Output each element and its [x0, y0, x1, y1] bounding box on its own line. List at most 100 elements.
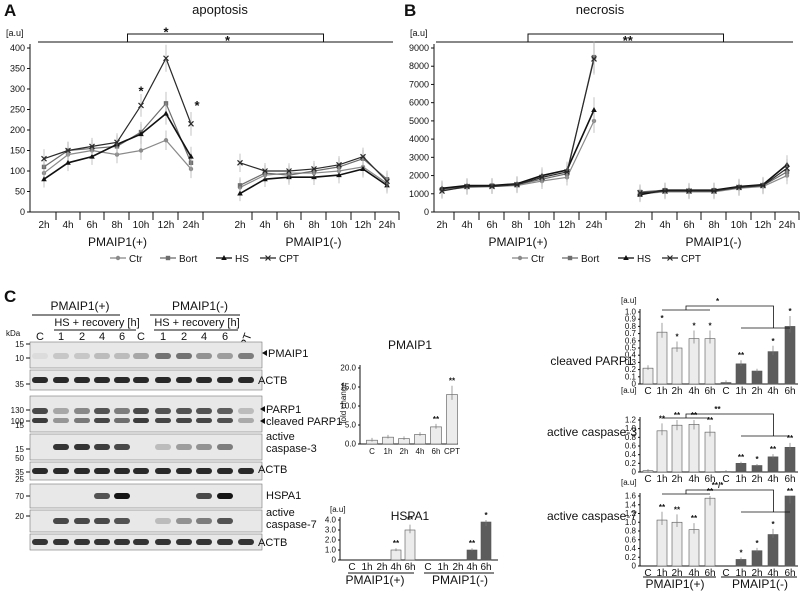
- blot-kda-marker: 50: [15, 454, 24, 463]
- bar-sig-star: **: [691, 411, 698, 420]
- marker-hs: [591, 106, 597, 112]
- bar: [656, 519, 668, 567]
- blot-band: [155, 353, 171, 359]
- lane-label: C: [137, 331, 145, 343]
- marker-hs: [336, 172, 342, 178]
- blot-strip: [29, 369, 263, 391]
- blot-band: [217, 377, 233, 383]
- bar-sig-star: **: [469, 539, 476, 548]
- blot-band: [114, 539, 130, 545]
- x-tick-label: 6h: [86, 220, 97, 231]
- blot-band: [32, 539, 48, 545]
- blot-hs-label: HS + recovery [h]: [154, 317, 239, 329]
- right-bracket-sig: **/*: [712, 481, 724, 490]
- x-tick-label: 8h: [111, 220, 122, 231]
- x-tick-label: 8h: [308, 220, 319, 231]
- marker-cpt: [760, 182, 766, 189]
- blot-kda-marker: 25: [15, 475, 24, 484]
- blot-band: [196, 353, 212, 359]
- blot-band: [176, 408, 192, 414]
- y-tick-label: 9000: [409, 43, 429, 53]
- legend-label: Ctr: [531, 254, 545, 265]
- x-tick-label: 10h: [133, 220, 150, 231]
- right-bar-title: active caspase-3: [547, 425, 637, 439]
- right-bracket-sig: **: [714, 405, 721, 414]
- bar-y-tick-label: 20.0: [340, 364, 356, 373]
- hspa1-bar-unit: [a.u]: [330, 505, 346, 514]
- marker-cpt: [591, 56, 597, 62]
- blot-band: [176, 468, 192, 474]
- bar-y-tick-label: 1.4: [625, 500, 637, 509]
- marker-hs: [89, 153, 95, 159]
- blot-band: [53, 377, 69, 383]
- series-bort: [439, 41, 790, 200]
- blot-group-minus: PMAIP1(-): [172, 299, 228, 313]
- marker-ctr: [517, 255, 523, 261]
- bar-category-label: 1h: [361, 562, 372, 573]
- blot-band: [196, 518, 212, 524]
- right-sig-bracket: [662, 489, 790, 513]
- legend-necrosis: Ctr Bort HS CPT: [512, 254, 701, 265]
- bar-category-label: C: [348, 562, 355, 573]
- bar-sig-star: **: [407, 516, 414, 525]
- bar: [767, 351, 779, 385]
- bar: [767, 456, 779, 473]
- bar-category-label: 2h: [671, 474, 682, 485]
- chart-title-apoptosis: apoptosis: [192, 2, 248, 17]
- y-tick-label: 7000: [409, 79, 429, 89]
- marker-bort: [165, 255, 171, 261]
- marker-hs: [41, 176, 47, 182]
- legend-label: Ctr: [129, 254, 143, 265]
- bar-category-label: 2h: [400, 447, 409, 456]
- bar-category-label: 6h: [480, 562, 491, 573]
- blot-band-cleaved: [53, 418, 69, 423]
- blot-band-cleaved: [238, 418, 254, 423]
- marker-ctr: [115, 255, 121, 261]
- blot-strip: [29, 509, 263, 533]
- bar-category-label: 1h: [735, 474, 746, 485]
- y-tick-label: 400: [10, 43, 25, 53]
- right-group-minus: PMAIP1(-): [732, 577, 788, 591]
- blot-band: [94, 377, 110, 383]
- y-unit-label: [a.u]: [6, 28, 24, 38]
- blot-band: [196, 444, 212, 450]
- bar-y-tick-label: 0.1: [625, 372, 637, 381]
- y-tick-label: 150: [10, 146, 25, 156]
- bar-category-label: CPT: [444, 447, 460, 456]
- bar-category-label: 1h: [437, 562, 448, 573]
- group-label-plus: PMAIP1(+): [88, 235, 147, 249]
- blot-band-cleaved: [217, 418, 233, 423]
- blot-strip: [29, 483, 263, 509]
- marker-cpt: [286, 168, 292, 174]
- blot-band: [114, 518, 130, 524]
- bar-category-label: 2h: [671, 568, 682, 579]
- x-tick-label: 2h: [234, 220, 245, 231]
- marker-hs: [623, 255, 629, 260]
- series-line-bort: [43, 102, 192, 168]
- x-tick-label: 6h: [283, 220, 294, 231]
- bar-category-label: C: [722, 568, 729, 579]
- blot-band: [74, 353, 90, 359]
- blot-band: [176, 444, 192, 450]
- bar-category-label: 2h: [751, 386, 762, 397]
- blot-band: [74, 377, 90, 383]
- bar-y-tick-label: 2.0: [325, 536, 337, 545]
- x-tick-label: 6h: [486, 220, 497, 231]
- blot-band: [196, 468, 212, 474]
- blot-band: [53, 408, 69, 414]
- x-tick-label: 10h: [331, 220, 348, 231]
- bar-category-label: 1h: [384, 447, 393, 456]
- bar: [446, 394, 458, 445]
- bar-category-label: 4h: [390, 562, 401, 573]
- blot-band: [74, 468, 90, 474]
- bar-sig-star: **: [707, 416, 714, 425]
- blot-band: [217, 444, 233, 450]
- x-tick-label: 2h: [38, 220, 49, 231]
- blot-strip: [29, 395, 263, 433]
- marker-cpt: [539, 174, 545, 181]
- y-tick-label: 8000: [409, 61, 429, 71]
- blot-band: [53, 444, 69, 450]
- blot-band: [53, 518, 69, 524]
- bar: [751, 550, 763, 567]
- bar-y-tick-label: 0: [632, 380, 637, 389]
